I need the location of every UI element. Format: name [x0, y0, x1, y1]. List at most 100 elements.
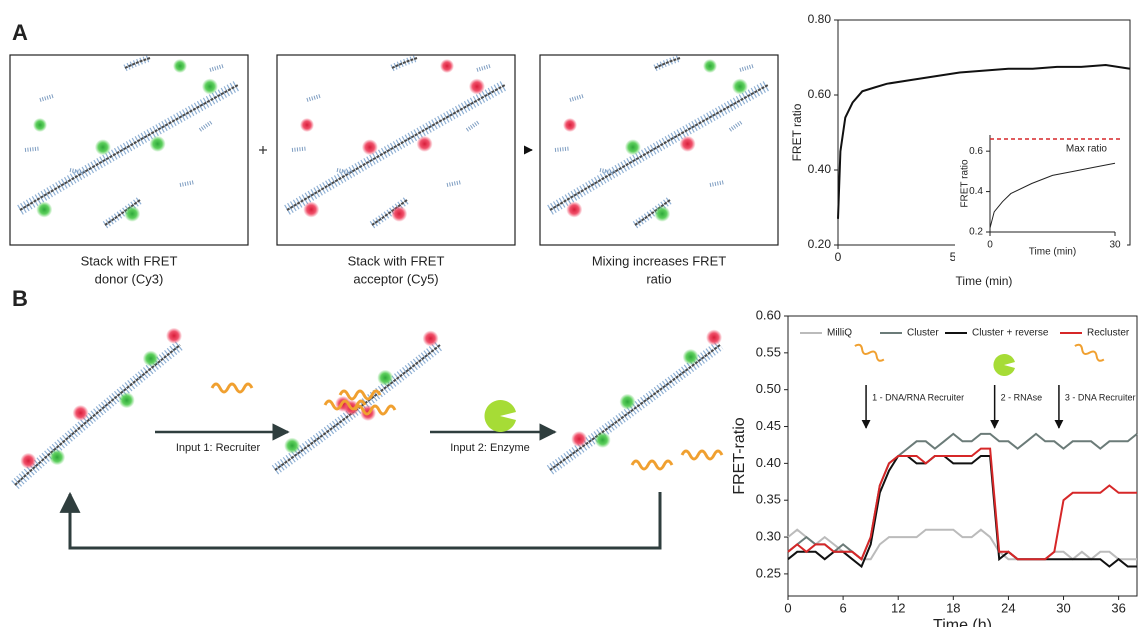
enzyme-icon [993, 354, 1015, 377]
fluorophore [563, 118, 577, 132]
fluorophore [166, 327, 183, 344]
x-tick-label: 0 [987, 240, 993, 251]
annotation: 2 - RNAse [1001, 392, 1043, 402]
series-line [989, 162, 1116, 229]
stack-core [549, 344, 721, 471]
recruiter [680, 449, 724, 461]
fluorophore [416, 135, 433, 152]
caption: Stack with FRET [81, 253, 178, 268]
fluorophore [468, 78, 485, 95]
x-tick-label: 30 [1056, 600, 1070, 615]
x-tick-label: 24 [1001, 600, 1015, 615]
enzyme [484, 399, 516, 432]
stack-hatch [546, 340, 724, 475]
x-tick-label: 30 [1109, 240, 1121, 251]
series-line [837, 63, 1131, 219]
fluorophore [422, 330, 439, 347]
cycle-arrow [59, 491, 662, 550]
legend-label: Cluster [907, 328, 939, 339]
fluorophore [624, 139, 641, 156]
plot-frame [787, 315, 1138, 597]
legend-label: Cluster + reverse [972, 328, 1049, 339]
x-tick-label: 18 [946, 600, 960, 615]
fluorophore [49, 449, 66, 466]
stack-core [391, 57, 418, 69]
fluorophore [731, 78, 748, 95]
caption: acceptor (Cy5) [353, 271, 438, 286]
y-tick-label: 0.60 [756, 307, 781, 322]
y-tick-label: 0.40 [808, 162, 832, 176]
caption: donor (Cy3) [95, 271, 164, 286]
annotation: 1 - DNA/RNA Recruiter [872, 392, 964, 402]
stack-core [286, 84, 506, 211]
y-tick-label: 0.40 [756, 455, 781, 470]
fluorophore [36, 201, 53, 218]
y-axis-label: FRET ratio [790, 103, 804, 161]
fluorophore [703, 59, 717, 73]
series-line [787, 447, 1137, 561]
fluorophore [142, 350, 159, 367]
fluorophore [594, 431, 611, 448]
fluorophore [284, 437, 301, 454]
stack-core [124, 57, 151, 69]
series-line [787, 528, 1137, 561]
series-line [787, 432, 1138, 561]
fluorophore [391, 205, 408, 222]
y-tick-label: 0.6 [969, 146, 983, 157]
stack-core [19, 84, 239, 211]
x-tick-label: 12 [891, 600, 905, 615]
x-axis-label: Time (min) [956, 274, 1013, 288]
legend-label: MilliQ [827, 328, 852, 339]
x-tick-label: 6 [839, 600, 846, 615]
caption: Mixing increases FRET [592, 253, 726, 268]
recruiter-icon [1074, 343, 1105, 362]
fluorophore [303, 201, 320, 218]
plus-sign [259, 146, 267, 154]
fluorophore [361, 139, 378, 156]
y-tick-label: 0.4 [969, 186, 983, 197]
x-tick-label: 0 [784, 600, 791, 615]
recruiter [630, 459, 674, 471]
fluorophore [201, 78, 218, 95]
panel-label: B [12, 286, 28, 311]
caption: Stack with FRET [348, 253, 445, 268]
fluorophore [94, 139, 111, 156]
x-axis-label: Time (h) [933, 617, 992, 627]
series-line [787, 455, 1137, 569]
x-tick-label: 0 [835, 250, 842, 264]
fluorophore [173, 59, 187, 73]
panel-label: A [12, 20, 28, 45]
y-tick-label: 0.30 [756, 528, 781, 543]
y-tick-label: 0.20 [808, 237, 832, 251]
fluorophore [149, 135, 166, 152]
recruiter [353, 404, 397, 416]
x-axis-label: Time (min) [1029, 247, 1076, 258]
y-tick-label: 0.50 [756, 381, 781, 396]
fluorophore [118, 392, 135, 409]
stack-core [654, 57, 681, 69]
x-tick-label: 36 [1111, 600, 1125, 615]
fluorophore [682, 348, 699, 365]
fluorophore [20, 452, 37, 469]
y-tick-label: 0.45 [756, 418, 781, 433]
recruiter [210, 382, 254, 394]
recruiter [338, 389, 382, 401]
fluorophore [377, 369, 394, 386]
input-label: Input 2: Enzyme [450, 442, 530, 454]
reference-label: Max ratio [1066, 144, 1108, 155]
y-tick-label: 0.55 [756, 344, 781, 359]
fluorophore [654, 205, 671, 222]
stack-core [14, 344, 181, 486]
y-tick-label: 0.60 [808, 87, 832, 101]
y-tick-label: 0.25 [756, 565, 781, 580]
fluorophore [33, 118, 47, 132]
fluorophore [571, 431, 588, 447]
fluorophore [566, 201, 583, 218]
recruiter-icon [854, 343, 885, 362]
legend-label: Recluster [1087, 328, 1130, 339]
input-label: Input 1: Recruiter [176, 442, 261, 454]
y-axis-label: FRET ratio [960, 159, 971, 208]
fluorophore [72, 404, 89, 421]
